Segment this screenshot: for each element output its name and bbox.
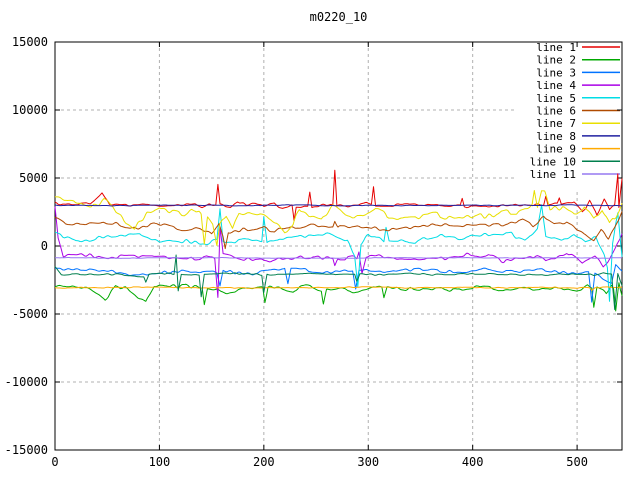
series-line-4 — [54, 206, 623, 298]
chart-title: m0220_10 — [309, 10, 368, 24]
legend-label: line 9 — [536, 143, 576, 156]
legend-label: line 5 — [536, 92, 576, 105]
legend-label: line 11 — [530, 168, 576, 181]
legend-box — [517, 43, 621, 191]
series-line-5 — [54, 204, 623, 302]
x-tick-label: 400 — [462, 455, 484, 469]
legend-label: line 1 — [536, 41, 576, 54]
x-tick-label: 100 — [149, 455, 171, 469]
x-tick-label: 300 — [357, 455, 379, 469]
series-line-10 — [54, 254, 623, 310]
x-tick-label: 0 — [51, 455, 58, 469]
y-tick-label: -5000 — [12, 307, 48, 321]
y-tick-label: -15000 — [5, 443, 48, 457]
legend-label: line 6 — [536, 105, 576, 118]
legend-label: line 8 — [536, 130, 576, 143]
series-line-9 — [54, 286, 623, 291]
x-tick-label: 200 — [253, 455, 275, 469]
y-tick-label: 5000 — [19, 171, 48, 185]
series-line-8 — [54, 204, 622, 207]
series-line-6 — [54, 211, 623, 250]
legend-label: line 4 — [536, 79, 576, 92]
legend-label: line 2 — [536, 54, 576, 67]
legend-label: line 7 — [536, 117, 576, 130]
y-tick-label: 0 — [41, 239, 48, 253]
series-line-3 — [55, 264, 623, 303]
y-tick-label: -10000 — [5, 375, 48, 389]
series-line-7 — [54, 190, 623, 246]
legend-label: line 3 — [536, 66, 576, 79]
y-tick-label: 15000 — [12, 35, 48, 49]
legend-label: line 10 — [530, 155, 576, 168]
series-line-11 — [54, 257, 622, 259]
x-tick-label: 500 — [566, 455, 588, 469]
y-tick-label: 10000 — [12, 103, 48, 117]
